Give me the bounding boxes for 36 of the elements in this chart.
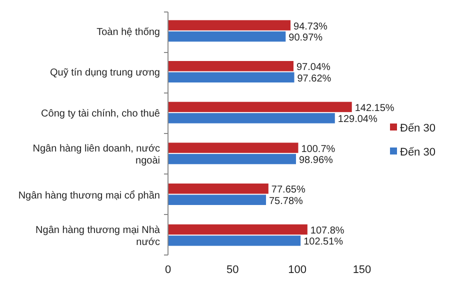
data-label: 75.78% [269,196,304,207]
data-label: 142.15% [354,102,394,114]
bar [168,20,291,30]
data-label: 97.62% [297,73,332,84]
bar [168,194,266,205]
bar [168,184,268,194]
data-label: 94.73% [294,21,328,32]
y-tick-label: Ngân hàng thương mại Nhà nước [36,225,160,248]
bar [168,224,308,235]
bar [168,113,335,124]
x-tick-label: 0 [164,264,172,276]
data-label: 129.04% [338,114,378,126]
legend-label: Đến 30 [400,122,436,134]
bar [168,72,294,82]
bar [168,154,296,164]
x-tick-label: 100 [288,264,307,276]
data-label: 90.97% [288,32,323,44]
y-tick-label: Quỹ tín dụng trung ương [50,68,160,79]
x-tick-label: 150 [352,264,372,276]
data-label: 107.8% [310,225,344,236]
bar [168,61,294,72]
y-tick-label: Toàn hệ thống [96,26,160,38]
y-tick-label: Ngân hàng thương mại cổ phần [18,189,160,202]
bar [168,102,352,112]
data-label: 77.65% [271,184,306,196]
legend-label: Đến 30 [400,146,436,158]
data-label: 98.96% [298,155,334,166]
y-tick-label: Ngân hàng liên doanh, nước ngoài [32,143,160,166]
bar [168,236,301,246]
data-label: 97.04% [296,62,331,74]
bar [168,142,298,153]
data-label: 102.51% [304,236,344,248]
data-label: 100.7% [301,144,336,155]
bar [168,31,286,42]
x-tick-label: 50 [226,264,239,276]
y-tick-label: Công ty tài chính, cho thuê [41,108,160,120]
